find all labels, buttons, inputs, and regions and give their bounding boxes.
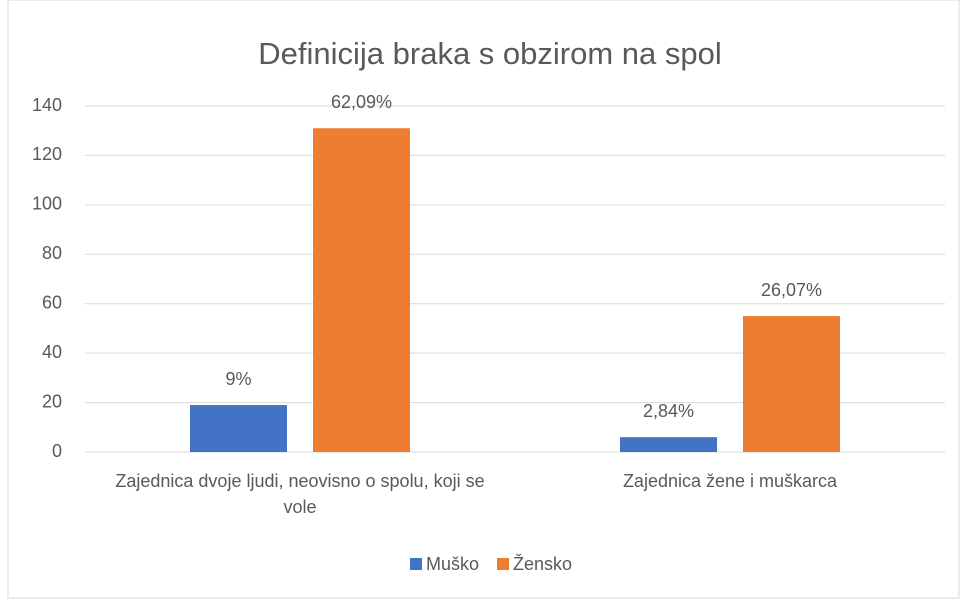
chart-title: Definicija braka s obzirom na spol [258, 36, 722, 71]
x-tick-label: Zajednica dvoje ljudi, neovisno o spolu,… [115, 471, 485, 517]
chart-border [7, 0, 960, 599]
legend-label: Muško [426, 554, 479, 574]
data-label: 9% [225, 369, 251, 389]
bar [313, 128, 410, 452]
y-tick-label: 60 [42, 292, 62, 312]
bar [620, 437, 717, 452]
legend-swatch [410, 558, 422, 570]
y-tick-label: 120 [32, 144, 62, 164]
data-label: 26,07% [761, 280, 822, 300]
legend-swatch [497, 558, 510, 570]
x-tick-label: Zajednica žene i muškarca [622, 471, 838, 491]
legend-label: Žensko [513, 554, 572, 574]
y-tick-label: 40 [42, 342, 62, 362]
y-tick-label: 100 [32, 194, 62, 214]
y-tick-label: 20 [42, 391, 62, 411]
data-label: 62,09% [331, 92, 392, 112]
bar [190, 405, 287, 452]
data-label: 2,84% [643, 401, 694, 421]
y-tick-label: 80 [42, 243, 62, 263]
y-tick-label: 140 [32, 95, 62, 115]
y-tick-label: 0 [52, 441, 62, 461]
bar [743, 316, 840, 452]
